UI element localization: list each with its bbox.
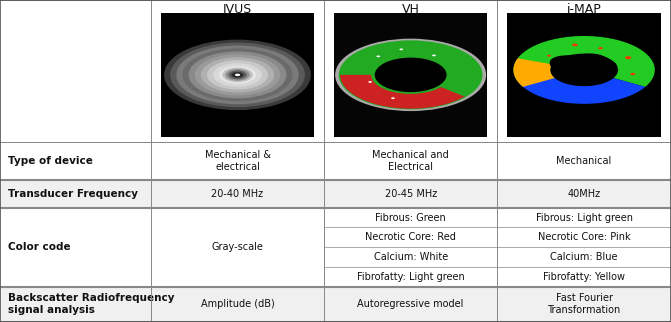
Text: i-MAP: i-MAP [567,3,601,16]
Circle shape [335,39,486,111]
Circle shape [391,97,395,99]
Text: Fibrous: Light green: Fibrous: Light green [535,213,633,223]
Bar [507,13,661,137]
Circle shape [432,54,436,56]
Text: Calcium: Blue: Calcium: Blue [550,252,618,262]
Text: Gray-scale: Gray-scale [211,242,264,252]
Polygon shape [550,53,617,86]
Circle shape [228,71,247,79]
Bar [0,208,671,287]
Text: 20-45 MHz: 20-45 MHz [384,189,437,199]
Text: Mechanical &
electrical: Mechanical & electrical [205,150,270,172]
Circle shape [368,81,372,83]
Circle shape [222,68,253,82]
Text: Fast Fourier
Transformation: Fast Fourier Transformation [548,293,621,315]
Text: Transducer Frequency: Transducer Frequency [8,189,138,199]
Text: 20-40 MHz: 20-40 MHz [211,189,264,199]
Polygon shape [518,75,646,104]
Bar [334,13,487,137]
Text: Calcium: White: Calcium: White [374,252,448,262]
Circle shape [339,40,482,109]
Text: Mechanical: Mechanical [556,156,612,166]
Text: Amplitude (dB): Amplitude (dB) [201,299,274,309]
Circle shape [235,73,240,76]
Circle shape [376,55,380,57]
Text: Fibrous: Green: Fibrous: Green [375,213,446,223]
Circle shape [164,40,311,110]
Bar [0,180,671,208]
Circle shape [183,48,293,101]
Bar [0,0,671,142]
Circle shape [170,43,305,107]
Circle shape [599,47,603,49]
Polygon shape [340,75,464,109]
Circle shape [374,58,447,92]
Circle shape [625,56,631,59]
Text: Mechanical and
Electrical: Mechanical and Electrical [372,150,449,172]
Text: IVUS: IVUS [223,3,252,16]
Circle shape [219,66,256,84]
Polygon shape [513,36,655,87]
Circle shape [234,73,242,77]
Bar [0,287,671,322]
Circle shape [547,55,551,57]
Circle shape [225,69,250,81]
Circle shape [231,72,244,78]
Text: VH: VH [402,3,419,16]
Circle shape [207,60,268,90]
Circle shape [399,49,403,50]
Text: Fibrofatty: Light green: Fibrofatty: Light green [357,272,464,282]
Polygon shape [513,58,555,87]
Text: 40MHz: 40MHz [568,189,601,199]
Circle shape [630,73,635,75]
Circle shape [176,45,299,104]
Bar [0,142,671,180]
Circle shape [572,43,578,46]
Text: Backscatter Radiofrequency
signal analysis: Backscatter Radiofrequency signal analys… [8,293,174,315]
Circle shape [201,57,274,92]
Text: Necrotic Core: Pink: Necrotic Core: Pink [537,232,631,242]
Bar [161,13,314,137]
Text: Necrotic Core: Red: Necrotic Core: Red [365,232,456,242]
Circle shape [213,63,262,87]
Text: Fibrofatty: Yellow: Fibrofatty: Yellow [543,272,625,282]
Text: Autoregressive model: Autoregressive model [358,299,464,309]
Circle shape [189,52,287,98]
Text: Color code: Color code [8,242,70,252]
Text: Type of device: Type of device [8,156,93,166]
Circle shape [195,54,280,95]
